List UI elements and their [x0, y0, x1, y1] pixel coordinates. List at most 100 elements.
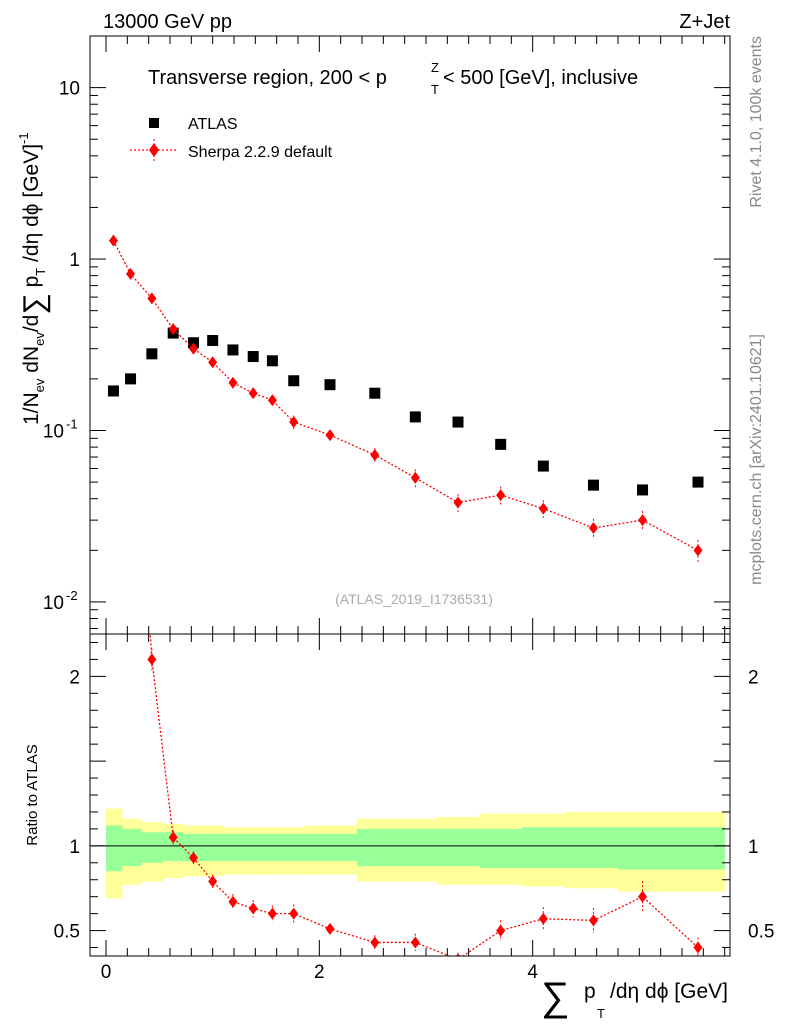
analysis-id-label: (ATLAS_2019_I1736531) — [335, 591, 493, 607]
ratio-data-point — [496, 924, 506, 937]
x-axis-label-p: p — [584, 980, 596, 1003]
atlas-data-point — [637, 484, 649, 496]
atlas-data-point — [495, 438, 507, 450]
ratio-data-point — [267, 907, 277, 920]
ratio-data-point — [410, 936, 420, 949]
sherpa-data-point — [693, 544, 703, 557]
ratio-y-tick-label-right: 0.5 — [748, 922, 774, 943]
atlas-data-point — [452, 416, 464, 428]
atlas-data-point — [369, 387, 381, 399]
main-y-axis-label: 1/Nev dNev/d∑ pT /dη dϕ [GeV]-1 — [16, 132, 51, 425]
legend-atlas-marker — [149, 118, 159, 128]
ratio-y-tick-label-right: 1 — [748, 837, 759, 858]
ratio-series — [126, 314, 703, 956]
legend: ATLAS Sherpa 2.2.9 default — [130, 116, 333, 161]
ratio-axis-ticks: 0.5 0.5 1 1 2 2 0 2 4 — [54, 634, 774, 983]
main-y-tick-exponent: -2 — [66, 588, 78, 603]
sherpa-line — [112, 240, 699, 551]
energy-label: 13000 GeV pp — [103, 11, 232, 33]
main-plot-frame — [89, 35, 731, 635]
ratio-data-point — [208, 875, 218, 888]
sherpa-data-point — [208, 356, 218, 369]
sherpa-data-point — [638, 514, 648, 527]
ratio-data-point — [168, 831, 178, 844]
ratio-data-point — [325, 922, 335, 935]
atlas-data-point — [107, 385, 119, 397]
ratio-band-green — [394, 828, 438, 867]
main-y-tick-label: 10 — [43, 421, 64, 442]
atlas-data-point — [146, 348, 158, 360]
sherpa-data-point — [289, 416, 299, 429]
title-sup-z: Z — [431, 60, 439, 75]
ratio-y-tick-label: 1 — [69, 837, 80, 858]
process-label: Z+Jet — [679, 11, 730, 33]
sherpa-data-point — [168, 323, 178, 336]
main-series — [107, 234, 704, 563]
sherpa-data-point — [496, 489, 506, 502]
atlas-data-point — [207, 334, 219, 346]
ratio-data-point — [126, 314, 135, 326]
ratio-band-green — [356, 828, 395, 867]
ratio-data-point — [693, 941, 703, 954]
main-plot-title: Transverse region, 200 < p — [148, 67, 387, 89]
ratio-plot: 0.5 0.5 1 1 2 2 0 2 4 Ratio to ATLAS — [24, 314, 774, 983]
ratio-band-green — [666, 827, 726, 870]
ratio-band-green — [223, 833, 245, 862]
x-axis-label-rest: /dη dϕ [GeV] — [610, 980, 728, 1003]
ratio-data-point — [188, 851, 198, 864]
ratio-band-green — [564, 827, 619, 868]
atlas-data-point — [125, 373, 137, 385]
ratio-uncertainty-bands — [106, 808, 726, 899]
main-y-tick-label: 10 — [43, 593, 64, 614]
atlas-data-point — [587, 479, 599, 491]
legend-sherpa-label: Sherpa 2.2.9 default — [188, 144, 333, 161]
x-axis-sum-symbol: ∑ — [541, 975, 570, 1019]
ratio-band-green — [304, 833, 358, 862]
sherpa-data-point — [228, 376, 238, 389]
atlas-data-point — [247, 351, 259, 363]
ratio-data-point — [289, 907, 299, 920]
ratio-band-green — [522, 827, 566, 868]
main-y-tick-label: 1 — [69, 250, 80, 271]
main-y-tick-label: 10 — [59, 79, 80, 100]
atlas-data-point — [324, 379, 336, 391]
sherpa-data-point — [588, 521, 598, 534]
ratio-band-green — [162, 832, 184, 862]
ratio-data-point — [248, 902, 258, 915]
ratio-data-point — [538, 912, 548, 925]
sherpa-data-point — [188, 342, 198, 355]
ratio-plot-frame — [89, 633, 731, 957]
ratio-band-green — [262, 833, 284, 862]
atlas-data-point — [692, 476, 704, 488]
ratio-band-green — [479, 828, 523, 868]
ratio-band-green — [141, 832, 164, 863]
main-plot-title-tail: < 500 [GeV], inclusive — [443, 67, 638, 89]
ratio-data-point — [588, 914, 598, 927]
ratio-y-tick-label-right: 2 — [748, 667, 759, 688]
source-label: mcplots.cern.ch [arXiv:2401.10621] — [748, 334, 765, 585]
ratio-series-clipped — [126, 314, 703, 956]
sherpa-data-point — [453, 496, 463, 509]
sherpa-data-point — [410, 471, 420, 484]
ratio-band-green — [283, 833, 305, 862]
ratio-data-point — [370, 936, 380, 949]
main-y-tick-exponent: -1 — [66, 416, 78, 431]
sherpa-data-point — [370, 448, 380, 461]
sherpa-data-point — [538, 502, 548, 515]
sherpa-data-point — [325, 429, 335, 442]
ratio-y-tick-label: 2 — [69, 667, 80, 688]
sherpa-data-point — [248, 387, 258, 400]
ratio-band-green — [618, 827, 667, 870]
sherpa-data-point — [126, 267, 136, 280]
sherpa-data-point — [147, 292, 157, 305]
ratio-y-axis-label: Ratio to ATLAS — [24, 744, 41, 845]
x-axis-label-sub-t: T — [597, 1006, 605, 1021]
legend-sherpa-marker — [149, 143, 159, 157]
ratio-data-point — [147, 653, 157, 666]
sherpa-data-point — [267, 394, 277, 407]
ratio-y-tick-label: 0.5 — [54, 922, 80, 943]
main-y-axis-label-text: 1/Nev dNev/d∑ pT /dη dϕ [GeV]-1 — [16, 132, 51, 425]
